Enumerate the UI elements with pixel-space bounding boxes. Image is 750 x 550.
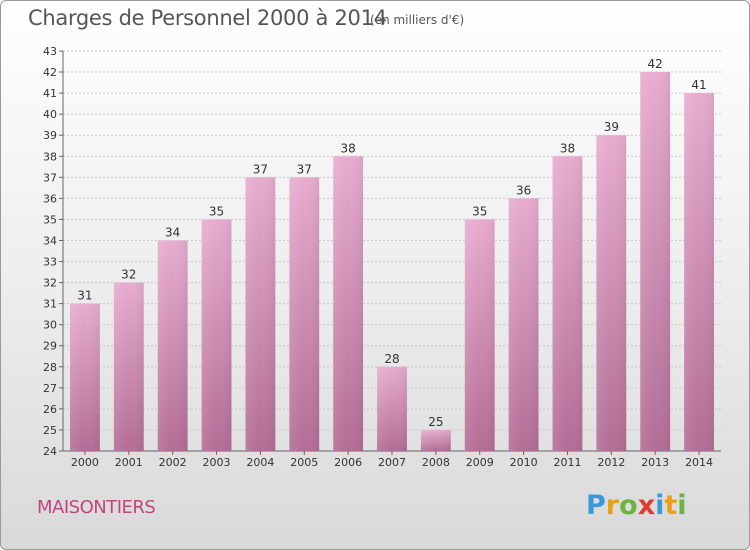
y-tick-label: 25 [43,424,57,437]
x-tick-label: 2003 [203,456,231,469]
bar-value-label: 35 [209,204,224,218]
x-tick-label: 2005 [290,456,318,469]
brand-letter: P [586,490,606,521]
bar-shine [377,366,407,451]
bar-shine [245,177,276,451]
bar-value-label: 38 [560,141,575,155]
x-tick-label: 2004 [246,456,274,469]
y-tick-label: 36 [43,192,57,205]
bar-value-label: 34 [165,225,180,239]
bar-value-label: 31 [77,289,92,303]
bar-shine [289,177,320,451]
bar-shine [157,240,188,451]
bar-shine [113,282,144,451]
brand-letter: o [619,490,638,521]
y-tick-label: 41 [43,87,57,100]
bar-value-label: 37 [253,162,268,176]
x-tick-label: 2010 [510,456,538,469]
y-tick-label: 30 [43,319,57,332]
x-tick-label: 2013 [641,456,669,469]
chart-subtitle: (en milliers d'€) [370,13,465,27]
bar-shine [508,198,539,451]
y-tick-label: 43 [43,45,57,58]
y-tick-label: 27 [43,382,57,395]
bar-value-label: 25 [428,415,443,429]
y-tick-label: 24 [43,445,57,458]
labels: 24 25 26 27 28 29 30 31 32 33 34 35 36 37 38 39 40 41 42 43… [43,45,713,469]
y-tick-label: 32 [43,277,57,290]
chart-title: Charges de Personnel 2000 à 2014 [28,6,387,30]
bar-value-label: 41 [691,78,706,92]
x-tick-label: 2000 [71,456,99,469]
x-tick-label: 2014 [685,456,713,469]
brand-letter: i [677,490,687,521]
x-tick-label: 2006 [334,456,362,469]
y-tick-label: 40 [43,108,57,121]
y-tick-label: 37 [43,171,57,184]
proxiti-logo[interactable]: Proxiti [586,490,687,521]
bar-shine [70,303,100,451]
bar-shine [201,219,232,451]
x-tick-label: 2001 [115,456,143,469]
brand-letter: r [605,490,620,521]
y-tick-label: 31 [43,298,57,311]
y-tick-label: 35 [43,213,57,226]
bar-value-label: 36 [516,183,531,197]
commune-name: MAISONTIERS [37,497,156,518]
bar-value-label: 39 [604,120,619,134]
bar-shine [596,135,627,452]
x-tick-label: 2008 [422,456,450,469]
y-tick-label: 42 [43,66,57,79]
bar-value-label: 42 [648,57,663,71]
y-tick-label: 38 [43,150,57,163]
y-tick-label: 28 [43,361,57,374]
bars [70,72,714,452]
x-tick-label: 2012 [597,456,625,469]
x-tick-label: 2007 [378,456,406,469]
bar-value-label: 38 [340,141,355,155]
y-tick-label: 39 [43,129,57,142]
bar-shine [333,156,364,451]
bar-value-label: 28 [384,352,399,366]
y-tick-label: 29 [43,340,57,353]
bar-shine [420,429,451,451]
bar-shine [640,72,671,451]
x-tick-label: 2002 [159,456,187,469]
bar-value-label: 32 [121,268,136,282]
brand-letter: t [664,490,678,521]
bar-shine [464,219,495,451]
bar-value-label: 37 [297,162,312,176]
bar-shine [552,156,583,451]
bar-shine [684,93,714,452]
x-tick-label: 2011 [553,456,581,469]
brand-letter: x [637,490,656,521]
y-tick-label: 26 [43,403,57,416]
brand-letter: i [655,490,665,521]
y-tick-label: 33 [43,256,57,269]
bar-value-label: 35 [472,204,487,218]
x-tick-label: 2009 [466,456,494,469]
y-tick-label: 34 [43,234,57,247]
